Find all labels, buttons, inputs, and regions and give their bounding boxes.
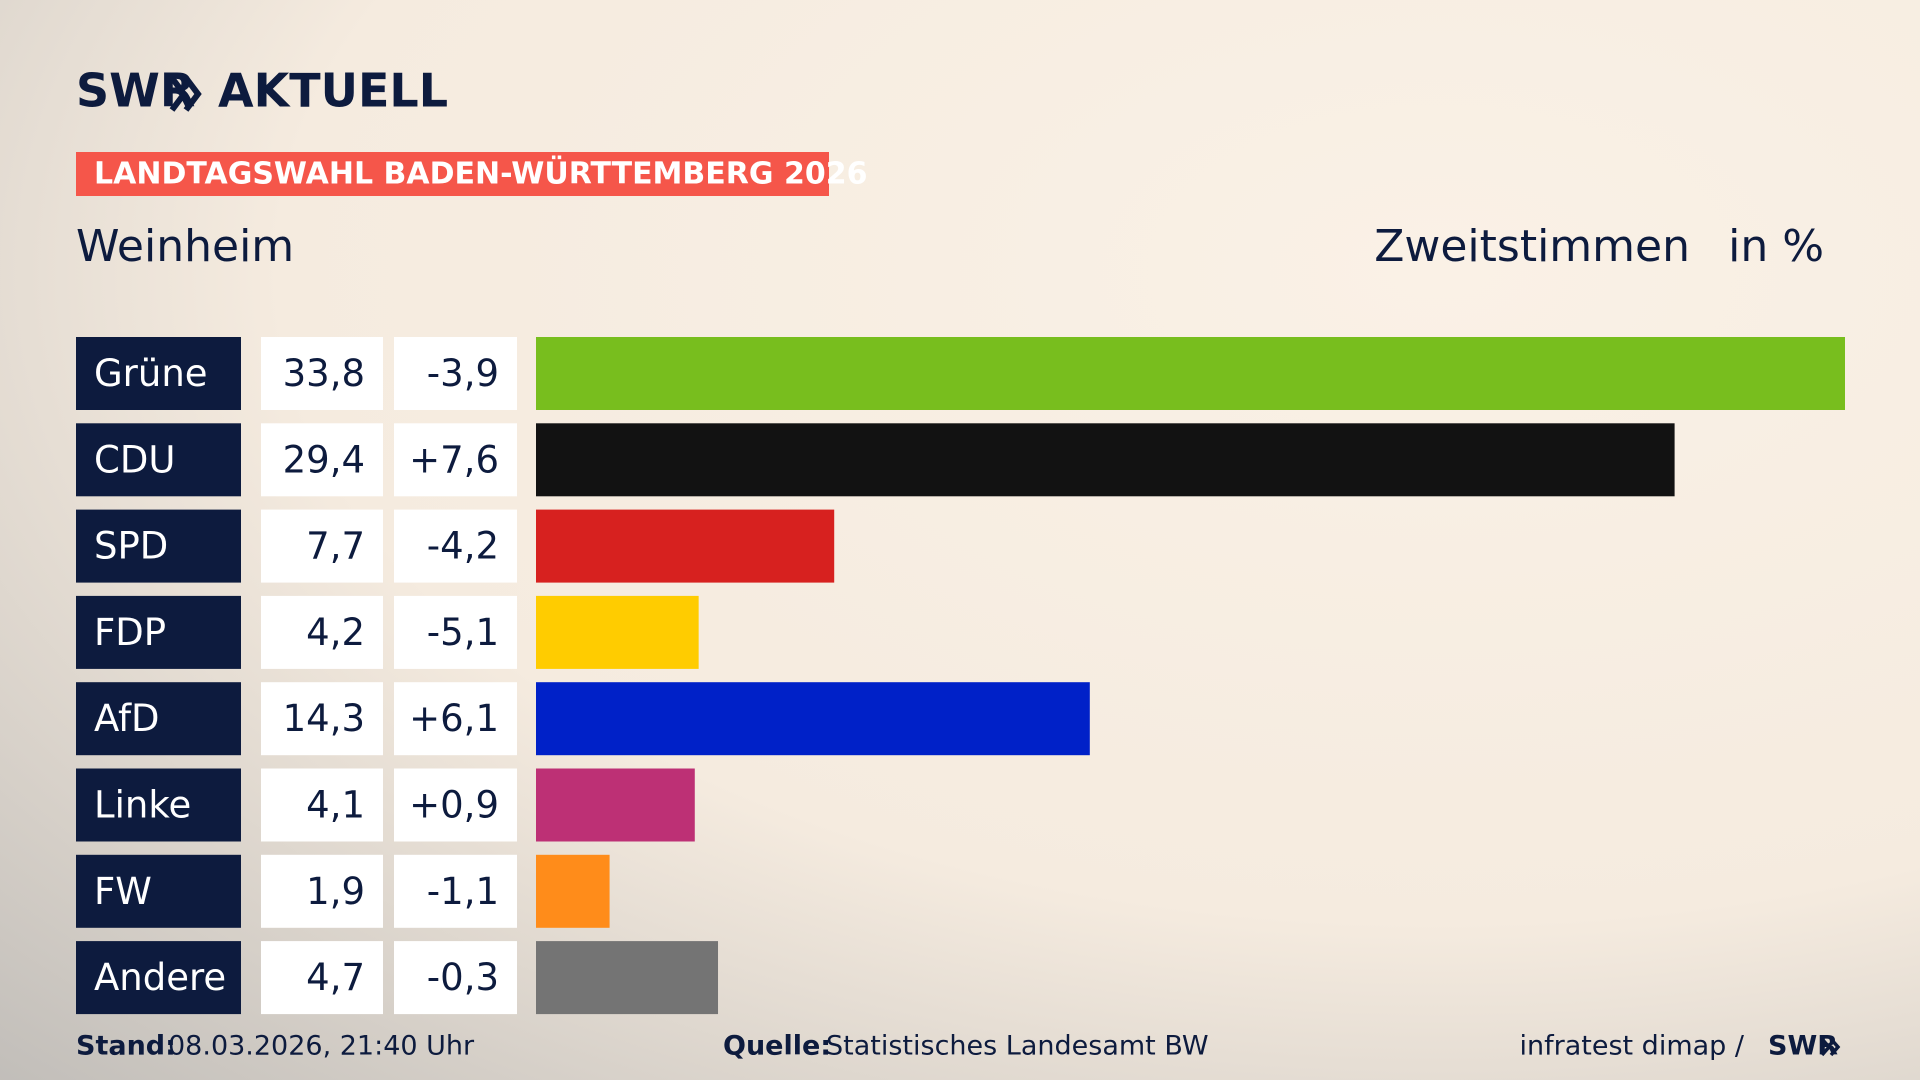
bar [536, 941, 719, 1015]
bar [536, 337, 1845, 410]
logo-chevrons [169, 76, 202, 112]
change-label: +6,1 [409, 697, 499, 740]
party-box [76, 682, 241, 756]
bar [536, 768, 695, 842]
credit: infratest dimap / [1519, 1031, 1744, 1062]
title: Weinheim [76, 221, 294, 272]
change-box [394, 768, 517, 842]
source-label: Quelle: [723, 1031, 831, 1062]
party-box [76, 854, 241, 928]
credit-chevrons [1820, 1037, 1841, 1057]
subtitle: Zweitstimmen [1374, 221, 1690, 272]
stand: 08.03.2026, 21:40 Uhr [168, 1031, 475, 1062]
change-label: +0,9 [409, 784, 499, 827]
value-label: 14,3 [283, 697, 365, 740]
party-name: SPD [94, 525, 168, 568]
value-label: 1,9 [306, 870, 365, 913]
change-box [394, 509, 517, 583]
change-label: +7,6 [409, 438, 499, 481]
party-box [76, 768, 241, 842]
value-box [261, 854, 383, 928]
value-label: 29,4 [283, 438, 365, 481]
party-box [76, 423, 241, 497]
source: Statistisches Landesamt BW [826, 1031, 1209, 1062]
change-box [394, 682, 517, 756]
party-name: Andere [94, 956, 226, 999]
change-box [394, 337, 517, 410]
party-name: FW [94, 870, 152, 913]
value-box [261, 768, 383, 842]
party-box [76, 509, 241, 583]
party-name: FDP [94, 611, 166, 654]
change-box [394, 854, 517, 928]
party-name: CDU [94, 438, 175, 481]
value-box [261, 509, 383, 583]
value-box [261, 423, 383, 497]
party-name: AfD [94, 697, 160, 740]
bar [536, 423, 1675, 497]
value-label: 7,7 [306, 525, 365, 568]
change-label: -5,1 [427, 611, 499, 654]
banner: LANDTAGSWAHL BADEN-WÜRTTEMBERG 2026 [94, 155, 867, 192]
value-label: 4,1 [306, 784, 365, 827]
change-label: -0,3 [427, 956, 499, 999]
party-box [76, 595, 241, 669]
value-label: 4,2 [306, 611, 365, 654]
value-box [261, 682, 383, 756]
party-name: Linke [94, 784, 191, 827]
logo-title: AKTUELL [218, 64, 448, 118]
bar [536, 682, 1090, 756]
party-box [76, 941, 241, 1015]
stand-label: Stand: [76, 1031, 176, 1062]
value-box [261, 595, 383, 669]
banner-bg [76, 152, 829, 196]
footer: Stand: 08.03.2026, 21:40 Uhr Quelle: Sta… [76, 1031, 1841, 1062]
value-label: 33,8 [283, 352, 365, 395]
value-box [261, 337, 383, 410]
change-box [394, 941, 517, 1015]
change-label: -4,2 [427, 525, 499, 568]
value-box [261, 941, 383, 1015]
unit: in % [1728, 221, 1824, 272]
logo: SWR [76, 64, 195, 118]
change-box [394, 595, 517, 669]
change-label: -1,1 [427, 870, 499, 913]
change-box [394, 423, 517, 497]
bar [536, 509, 835, 583]
value-label: 4,7 [306, 956, 365, 999]
party-name: Grüne [94, 352, 208, 395]
bar [536, 595, 699, 669]
bar [536, 854, 610, 928]
change-label: -3,9 [427, 352, 499, 395]
party-box [76, 337, 241, 410]
